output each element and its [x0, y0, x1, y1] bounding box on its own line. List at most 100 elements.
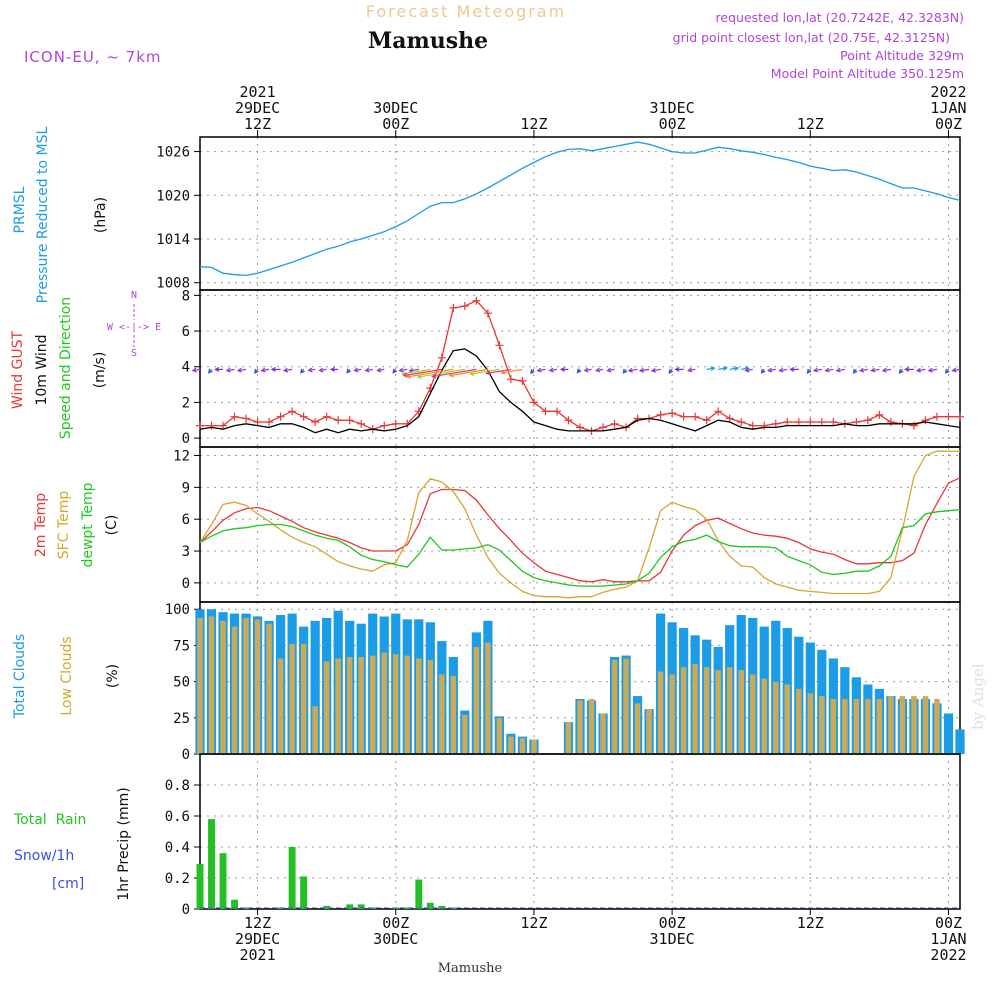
wind-arrow [917, 368, 926, 372]
y-tick-label: 0.2 [165, 871, 190, 887]
y-tick-label: 50 [173, 675, 190, 691]
wind-arrowhead [650, 367, 656, 373]
snow-unit-label: [cm] [52, 876, 84, 892]
y-tick-label: 0.8 [165, 778, 190, 794]
bottom-time-label: 30DEC [373, 930, 418, 948]
wind-arrowhead [329, 366, 336, 372]
low-cloud-bar [531, 739, 537, 754]
wind-arrowhead [789, 366, 795, 372]
y-tick-label: 0 [182, 902, 190, 918]
gust-marker [518, 376, 527, 385]
wind-arrowhead [253, 368, 259, 374]
total-cloud-bar [955, 729, 965, 754]
wind-arrow [729, 367, 739, 370]
gust-marker [633, 414, 642, 423]
wind-arrowhead [300, 368, 305, 374]
wind-arrow [501, 368, 523, 374]
wind-arrow [417, 368, 465, 378]
total-cloud-bar [943, 713, 954, 754]
compass-s: S [131, 348, 137, 359]
gust-marker [564, 416, 573, 425]
top-time-label: 12Z [244, 115, 271, 133]
wind-arrowhead [710, 366, 716, 372]
low-cloud-bar [796, 688, 802, 754]
total-clouds-label: Total Clouds [12, 634, 28, 719]
y-tick-label: 100 [165, 602, 190, 618]
wind-arrowhead [687, 367, 693, 373]
wind-arrow [432, 368, 477, 378]
bottom-time-label: 31DEC [650, 930, 695, 948]
y-tick-label: 1026 [156, 145, 190, 161]
gust-marker [702, 416, 711, 425]
wind-arrowhead [898, 368, 904, 374]
y-tick-label: 6 [182, 324, 190, 340]
wind-arrow [706, 367, 715, 370]
series-line [199, 508, 961, 587]
top-time-label: 29DEC [235, 99, 280, 117]
prmsl-label: PRMSL [12, 186, 28, 233]
low-cloud-bar [565, 722, 572, 754]
bottom-time-label: 00Z [935, 914, 962, 932]
wind-arrowhead [416, 374, 422, 379]
low-cloud-bar [485, 642, 491, 754]
low-cloud-bar [473, 646, 480, 754]
y-tick-label: 1020 [156, 188, 190, 204]
requested-coords: requested lon,lat (20.7242E, 42.3283N) [716, 10, 964, 25]
wind-arrow [882, 368, 892, 372]
model-label: ICON-EU, ~ 7km [24, 48, 162, 66]
gust-marker [679, 412, 688, 421]
bottom-time-label: 12Z [244, 914, 271, 932]
gust-marker [656, 410, 665, 419]
rain-bar [300, 876, 308, 909]
y-tick-label: 0.4 [165, 840, 190, 856]
wind-arrow [651, 368, 661, 372]
wind-arrowhead [346, 368, 352, 374]
total-rain-label: Total Rain [13, 812, 86, 828]
wind-arrowhead [500, 369, 506, 375]
gust-marker [783, 418, 792, 427]
gust-marker [760, 421, 769, 430]
low-cloud-bar [842, 698, 848, 754]
rain-bar [208, 819, 215, 909]
wind-arrow [486, 368, 512, 374]
gust-marker [748, 421, 757, 430]
low-cloud-bar [496, 717, 503, 754]
low-cloud-bar [922, 696, 929, 754]
wind-arrow [449, 368, 488, 377]
speed-direction-label: Speed and Direction [58, 297, 74, 439]
wind-arrowhead [398, 367, 404, 373]
gust-marker [207, 421, 216, 430]
wind-arrowhead [270, 366, 276, 372]
rain-bar [346, 904, 354, 909]
wind-arrow [261, 368, 270, 372]
wind-arrowhead [778, 367, 784, 373]
panel-frame [199, 136, 961, 291]
gust-marker [288, 407, 297, 416]
wind-arrowhead [236, 367, 242, 373]
rain-bar [357, 904, 365, 909]
gust-marker [230, 412, 239, 421]
low-cloud-bar [577, 700, 583, 754]
low-cloud-bar [819, 696, 825, 754]
low-cloud-bar [312, 706, 318, 754]
low-clouds-label: Low Clouds [59, 636, 75, 715]
gust-marker [460, 302, 469, 311]
top-time-label: 2021 [240, 83, 276, 101]
rain-bar [403, 907, 411, 909]
gust-marker [576, 423, 584, 432]
gust-marker [817, 418, 826, 427]
total-cloud-bar [310, 620, 320, 754]
low-cloud-bar [899, 696, 906, 754]
low-cloud-bar [634, 703, 641, 754]
wind-arrow [640, 368, 650, 372]
wind-arrow [825, 368, 834, 372]
wind-arrowhead [852, 368, 858, 374]
wind-arrow [836, 368, 845, 372]
wind-arrowhead [881, 367, 887, 373]
wind-arrowhead [806, 368, 812, 374]
low-cloud-bar [611, 659, 618, 754]
gust-marker [691, 412, 700, 421]
wind-arrowhead [214, 366, 220, 372]
gust-marker [875, 410, 884, 419]
low-cloud-bar [588, 698, 595, 754]
